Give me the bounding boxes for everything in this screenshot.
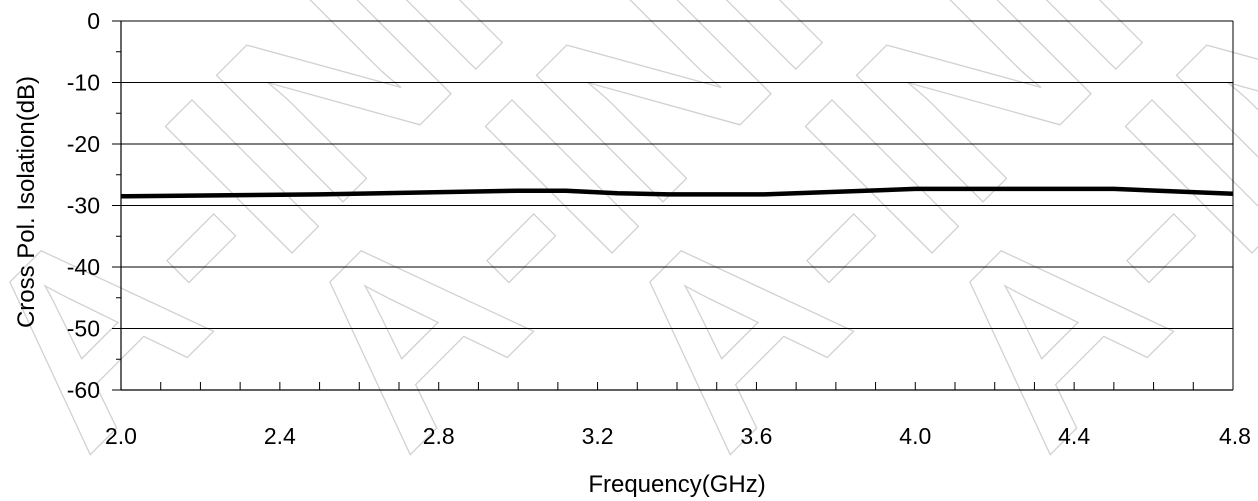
x-tick-label: 2.8 <box>423 423 455 449</box>
y-tick-labels: 0 -10 -20 -30 -40 -50 -60 <box>67 8 100 403</box>
y-tick-label: 0 <box>87 8 100 34</box>
y-tick-label: -10 <box>67 70 100 96</box>
minor-ticks <box>112 20 1234 391</box>
grid-lines <box>121 82 1233 329</box>
y-tick-label: -60 <box>67 377 100 403</box>
x-tick-labels: 2.0 2.4 2.8 3.2 3.6 4.0 4.4 4.8 <box>105 423 1251 449</box>
y-tick-label: -50 <box>67 316 100 342</box>
y-tick-label: -30 <box>67 193 100 219</box>
x-tick-label: 2.4 <box>264 423 296 449</box>
y-axis-title: Cross Pol. Isolation(dB) <box>13 76 40 328</box>
series-line-1 <box>120 186 1234 199</box>
y-tick-label: -40 <box>67 254 100 280</box>
x-tick-label: 4.8 <box>1219 423 1251 449</box>
y-tick-label: -20 <box>67 131 100 157</box>
x-tick-label: 2.0 <box>105 423 137 449</box>
series <box>120 186 1234 199</box>
x-tick-label: 3.6 <box>740 423 772 449</box>
x-tick-label: 3.2 <box>582 423 614 449</box>
x-tick-label: 4.4 <box>1058 423 1090 449</box>
x-axis-title: Frequency(GHz) <box>588 471 765 498</box>
x-tick-label: 4.0 <box>899 423 931 449</box>
